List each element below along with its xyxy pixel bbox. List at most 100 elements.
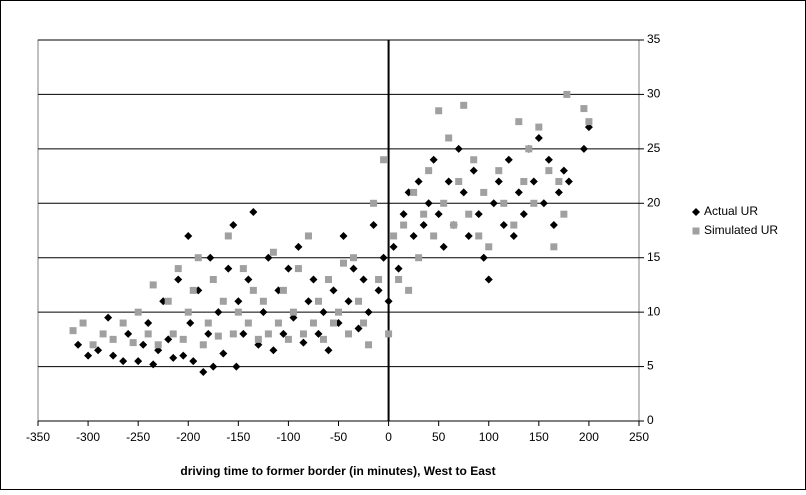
point xyxy=(389,242,398,251)
point xyxy=(580,105,588,113)
point xyxy=(530,199,538,207)
point xyxy=(455,178,463,186)
x-tick-label: -300 xyxy=(76,430,100,444)
point xyxy=(370,199,378,207)
point xyxy=(520,178,528,186)
point xyxy=(254,335,262,343)
point xyxy=(299,338,308,347)
point xyxy=(424,199,433,208)
point xyxy=(204,319,212,327)
point xyxy=(154,341,162,349)
point xyxy=(585,118,593,126)
point xyxy=(224,232,232,240)
point xyxy=(244,275,253,284)
point xyxy=(365,341,373,349)
point xyxy=(550,243,558,251)
point xyxy=(485,243,493,251)
point xyxy=(199,368,208,377)
point xyxy=(104,313,113,322)
point xyxy=(209,362,218,371)
point xyxy=(194,254,202,262)
point xyxy=(489,199,498,208)
point xyxy=(359,275,368,284)
x-tick-label: 250 xyxy=(629,430,649,444)
point xyxy=(319,335,327,343)
point xyxy=(495,167,503,175)
x-tick-label: -350 xyxy=(26,430,50,444)
point xyxy=(144,330,152,338)
point xyxy=(549,221,558,230)
point xyxy=(360,319,368,327)
point xyxy=(289,308,297,316)
x-tick-label: 50 xyxy=(432,430,446,444)
legend-marker xyxy=(692,208,700,216)
point xyxy=(206,253,215,262)
point xyxy=(229,221,238,230)
point xyxy=(204,329,213,338)
point xyxy=(186,319,195,328)
point xyxy=(219,297,227,305)
point xyxy=(139,340,148,349)
point xyxy=(475,232,483,240)
point xyxy=(544,155,553,164)
point xyxy=(174,275,183,284)
point xyxy=(369,221,378,230)
y-tick-label: 15 xyxy=(647,250,661,264)
point xyxy=(479,253,488,262)
point xyxy=(199,341,207,349)
point xyxy=(519,210,528,219)
point xyxy=(384,297,393,306)
point xyxy=(269,346,278,355)
point xyxy=(380,156,388,164)
point xyxy=(209,275,217,283)
point xyxy=(299,330,307,338)
point xyxy=(394,264,403,273)
point xyxy=(579,144,588,153)
point xyxy=(450,221,458,229)
point xyxy=(344,297,353,306)
point xyxy=(465,210,473,218)
point xyxy=(560,210,568,218)
point xyxy=(84,351,93,360)
point xyxy=(400,221,408,229)
point xyxy=(309,275,318,284)
point xyxy=(149,281,157,289)
point xyxy=(309,319,317,327)
y-tick-label: 35 xyxy=(647,32,661,46)
point xyxy=(494,177,503,186)
point xyxy=(184,308,192,316)
point xyxy=(239,265,247,273)
point xyxy=(324,275,332,283)
point xyxy=(504,155,513,164)
point xyxy=(554,188,563,197)
point xyxy=(364,308,373,317)
x-tick-label: -100 xyxy=(276,430,300,444)
point xyxy=(284,264,293,273)
x-tick-label: 200 xyxy=(579,430,599,444)
point xyxy=(563,90,571,98)
point xyxy=(409,231,418,240)
point xyxy=(480,188,488,196)
point xyxy=(440,199,448,207)
point xyxy=(179,351,188,360)
point xyxy=(304,297,313,306)
y-tick-label: 5 xyxy=(647,359,654,373)
point xyxy=(374,286,383,295)
point xyxy=(484,275,493,284)
point xyxy=(425,167,433,175)
point xyxy=(454,144,463,153)
point xyxy=(264,330,272,338)
point xyxy=(234,297,243,306)
x-tick-label: 150 xyxy=(529,430,549,444)
y-tick-label: 30 xyxy=(647,87,661,101)
point xyxy=(244,319,252,327)
point xyxy=(214,332,222,340)
point xyxy=(395,275,403,283)
point xyxy=(414,177,423,186)
point xyxy=(259,308,268,317)
point xyxy=(390,232,398,240)
point xyxy=(345,330,353,338)
point xyxy=(355,297,363,305)
point xyxy=(109,351,118,360)
